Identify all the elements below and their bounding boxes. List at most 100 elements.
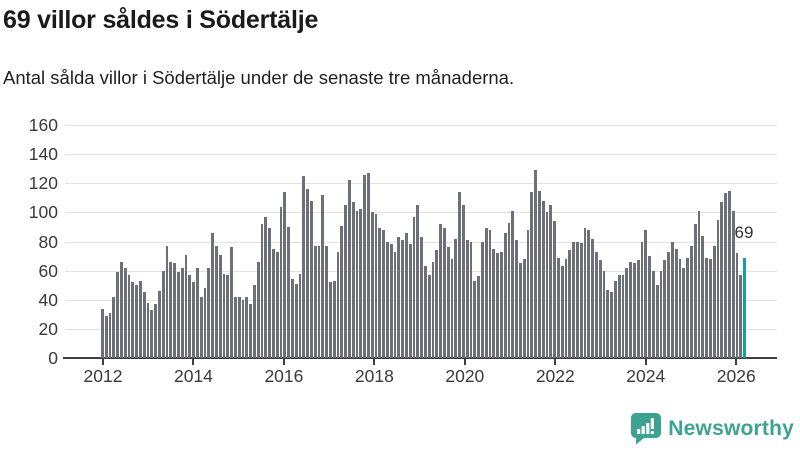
bar [636,260,640,358]
bar [549,205,553,358]
x-axis-label: 2022 [535,366,575,386]
bar [693,224,697,358]
bar [424,266,427,358]
bar [321,194,325,358]
newsworthy-icon [631,413,662,445]
bar [116,272,119,358]
bar [655,285,659,358]
gridline [65,154,777,156]
bar [237,296,241,358]
bar [541,200,545,358]
bar [682,267,686,358]
bar [644,229,648,358]
bar [188,275,192,358]
bar [435,250,439,358]
bar [610,292,613,358]
y-axis-label: 160 [28,115,58,136]
bar [545,212,549,358]
y-axis-label: 60 [38,260,58,281]
bar [211,232,214,358]
bar [507,222,511,358]
x-axis-tick [282,359,285,365]
bar [154,304,157,358]
bar [420,237,423,358]
bar [317,245,321,358]
bar [739,275,743,358]
bar [496,253,499,358]
y-axis-label: 40 [38,289,58,310]
bar [101,308,104,358]
bar [260,224,264,358]
bar [534,170,537,358]
x-axis-tick [644,359,647,365]
x-axis-tick [463,359,466,365]
x-axis-tick [102,359,104,365]
bar [177,272,180,358]
x-axis-label: 2014 [173,366,213,386]
bar [557,257,560,358]
x-axis-tick [192,359,195,365]
bar [146,302,150,358]
bar [298,273,302,358]
bar [469,241,473,358]
bar [663,260,667,358]
bar [606,289,610,358]
bar [443,228,446,358]
bar [272,248,275,358]
bar [397,237,401,358]
bar [488,229,492,358]
bar [401,240,404,358]
bar [348,180,351,358]
bar [127,275,131,358]
bar [583,228,587,358]
gridline [65,125,777,127]
bar [568,250,572,358]
bar [359,209,363,358]
y-axis-label: 20 [38,318,58,339]
bar [241,299,245,358]
bar [150,309,154,358]
x-axis-line [63,357,777,359]
bar [112,296,116,358]
bar [530,192,534,358]
bar [701,235,705,358]
bar [230,247,233,358]
bar [302,176,306,358]
bar [640,241,644,358]
bar [108,312,112,358]
bar [519,263,522,358]
bar [465,240,469,358]
highlighted-bar [743,257,746,358]
bar [386,241,389,358]
bar [313,245,317,358]
bar [591,238,594,358]
bar [294,283,298,358]
bar [416,205,420,358]
bar [602,270,606,358]
last-value-label: 69 [734,223,754,242]
x-axis-label: 2018 [354,366,394,386]
bar [503,232,507,358]
bar [526,229,530,358]
bar [576,241,579,358]
bar [731,210,735,358]
bar [709,258,712,358]
bar [720,202,724,358]
gridline [65,183,777,185]
bar [332,280,336,358]
bar [595,251,598,358]
bar [215,245,218,358]
bar [291,279,294,358]
bar [522,258,526,358]
bar [450,258,454,358]
bar [511,210,515,358]
bar [629,261,632,358]
newsworthy-logo: Newsworthy [631,412,794,446]
bar [367,173,370,358]
bar [439,224,442,358]
bar [538,190,541,358]
bar [199,296,203,358]
chart-subtitle: Antal sålda villor i Södertälje under de… [3,67,515,88]
